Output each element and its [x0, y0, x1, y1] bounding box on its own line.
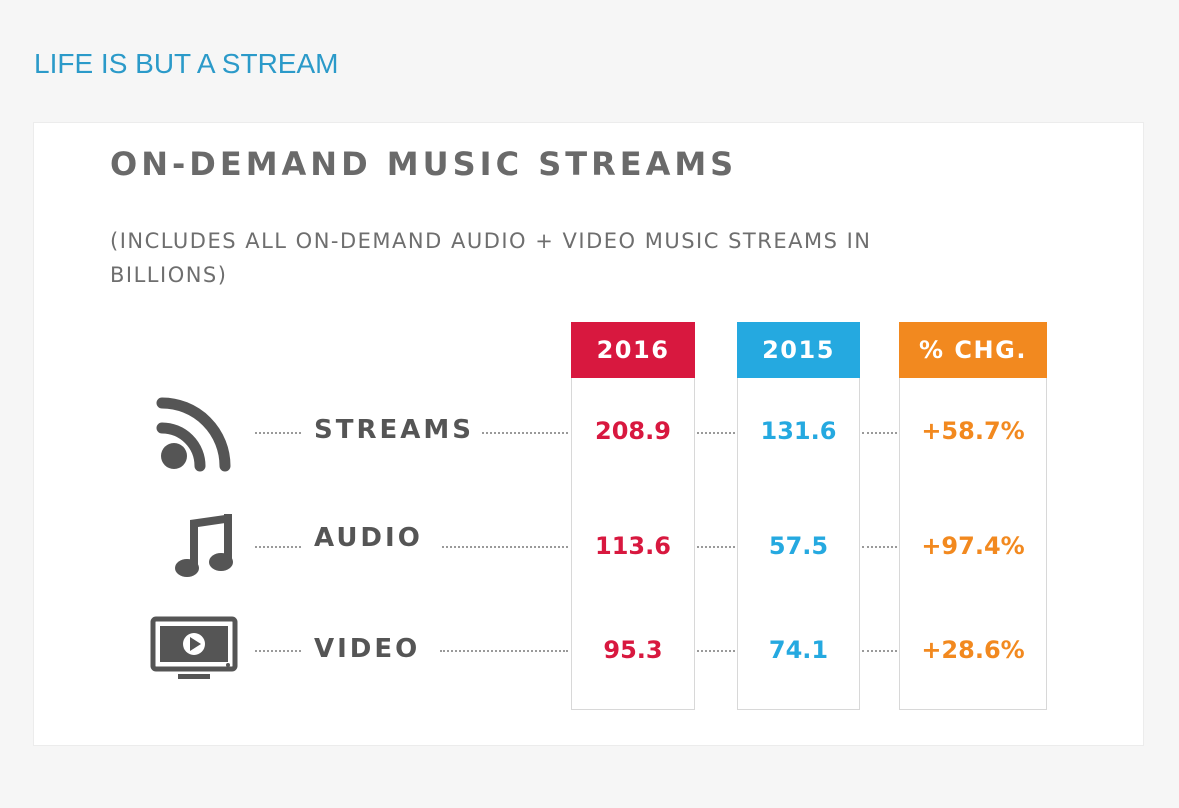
leader-dots [697, 432, 735, 434]
page-heading: LIFE IS BUT A STREAM [34, 48, 339, 79]
leader-dots [862, 432, 897, 434]
row-label-video: VIDEO [314, 634, 421, 664]
value-video-2015: 74.1 [768, 636, 829, 664]
value-streams-pct-change: +58.7% [921, 417, 1025, 445]
music-note-icon [175, 514, 233, 577]
column-pct-change-box [899, 322, 1047, 710]
value-audio-pct-change: +97.4% [921, 532, 1025, 560]
column-header-pct-change: % CHG. [899, 322, 1047, 378]
column-header-2016: 2016 [571, 322, 695, 378]
leader-dots [255, 546, 301, 548]
column-header-2015: 2015 [737, 322, 860, 378]
leader-dots [697, 546, 735, 548]
value-video-2016: 95.3 [603, 636, 663, 664]
rss-feed-icon [156, 397, 231, 472]
value-streams-2016: 208.9 [595, 417, 671, 445]
leader-dots [862, 546, 897, 548]
row-label-streams: STREAMS [314, 415, 474, 445]
leader-dots [482, 432, 568, 434]
value-video-pct-change: +28.6% [921, 636, 1025, 664]
leader-dots [440, 650, 568, 652]
leader-dots [862, 650, 897, 652]
value-audio-2015: 57.5 [768, 532, 829, 560]
leader-dots [255, 650, 301, 652]
leader-dots [442, 546, 568, 548]
chart-subtitle: (INCLUDES ALL ON-DEMAND AUDIO + VIDEO MU… [110, 229, 872, 287]
column-2016-box [571, 322, 695, 710]
column-2015-box [737, 322, 860, 710]
value-streams-2015: 131.6 [760, 417, 837, 445]
leader-dots [255, 432, 301, 434]
leader-dots [697, 650, 735, 652]
value-audio-2016: 113.6 [595, 532, 671, 560]
row-label-audio: AUDIO [314, 523, 423, 553]
video-screen-icon [150, 616, 238, 679]
chart-title: ON-DEMAND MUSIC STREAMS [110, 145, 738, 183]
